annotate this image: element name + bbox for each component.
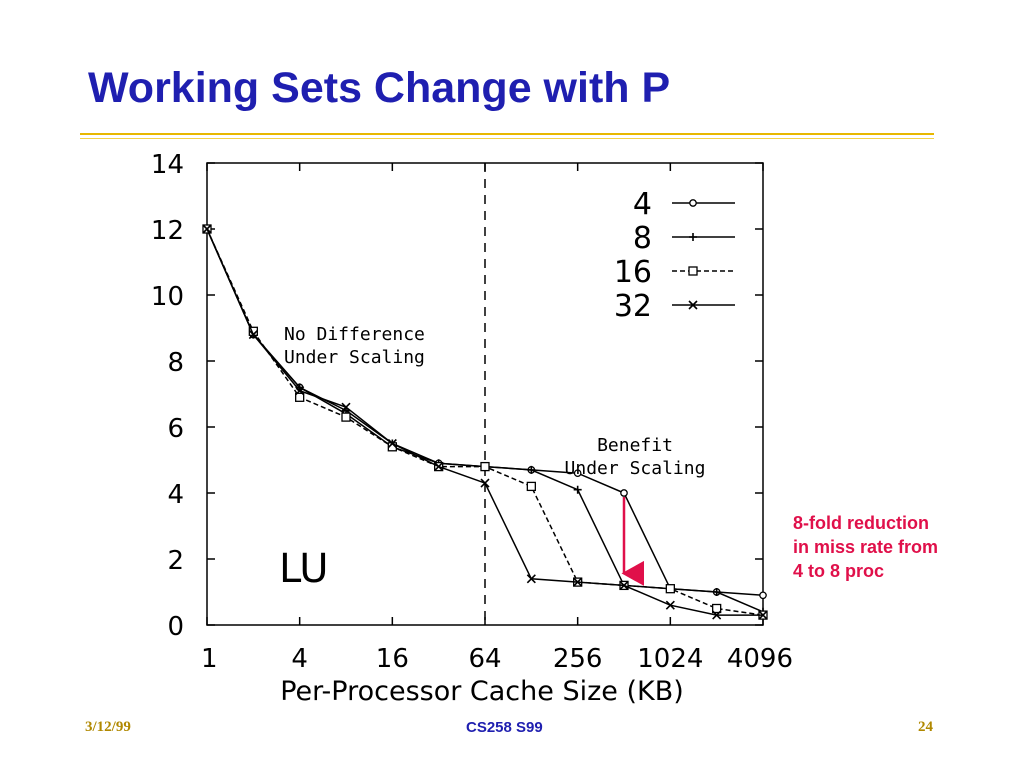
annotation-line-1: 8-fold reduction (793, 513, 929, 533)
data-point-8 (527, 465, 536, 474)
x-axis-label: Per-Processor Cache Size (KB) (280, 676, 684, 707)
note-no-difference-line1: No Difference (284, 324, 425, 345)
title-underline (80, 133, 934, 135)
y-tick-label: 8 (167, 348, 184, 378)
legend-marker-32 (688, 300, 698, 310)
data-point-32 (341, 402, 351, 412)
legend-marker-8 (689, 233, 697, 241)
data-point-4 (573, 469, 582, 478)
title-underline-thin (80, 138, 934, 139)
x-tick-label: 1024 (637, 644, 703, 674)
x-tick-label: 4096 (727, 644, 793, 674)
y-tick-label: 4 (167, 480, 184, 510)
data-point-16 (526, 481, 536, 492)
series-32 (202, 224, 768, 620)
data-point-4 (759, 591, 767, 600)
x-tick-label: 64 (468, 644, 501, 674)
data-point-8 (712, 588, 721, 596)
data-point-32 (526, 574, 536, 584)
x-tick-label: 4 (291, 644, 308, 674)
annotation-line-2: in miss rate from (793, 537, 939, 557)
reduction-annotation: 8-fold reduction in miss rate from 4 to … (793, 511, 938, 583)
data-point-32 (758, 610, 768, 620)
y-tick-label: 10 (151, 282, 184, 312)
slide-title: Working Sets Change with P (88, 64, 671, 112)
x-tick-label: 256 (553, 644, 603, 674)
data-point-32 (665, 600, 675, 610)
legend-marker-4 (689, 199, 697, 207)
data-point-16 (295, 392, 305, 402)
data-point-16 (712, 603, 722, 614)
y-tick-label: 12 (151, 216, 184, 246)
legend-label-32: 32 (614, 289, 652, 324)
data-point-32 (712, 610, 722, 620)
y-tick-label: 6 (167, 414, 184, 444)
data-point-16 (665, 584, 675, 594)
x-tick-label: 16 (376, 644, 409, 674)
data-point-8 (573, 485, 582, 494)
data-point-32 (480, 478, 490, 488)
legend-label-4: 4 (633, 187, 652, 222)
note-benefit-line2: Under Scaling (565, 458, 706, 479)
footer-course: CS258 S99 (466, 719, 543, 736)
data-point-32 (295, 386, 305, 396)
data-point-4 (620, 489, 628, 497)
lu-label: LU (279, 546, 329, 592)
note-no-difference-line2: Under Scaling (284, 347, 425, 368)
x-tick-label: 1 (201, 644, 218, 674)
data-point-32 (434, 462, 444, 472)
data-point-32 (573, 577, 583, 587)
data-point-32 (387, 438, 397, 449)
annotation-line-3: 4 to 8 proc (793, 561, 885, 581)
y-tick-label: 2 (167, 546, 184, 576)
data-point-32 (202, 224, 212, 234)
footer-date: 3/12/99 (85, 719, 131, 735)
data-point-16 (480, 461, 490, 472)
data-point-32 (248, 330, 258, 340)
footer-page-number: 24 (918, 719, 933, 735)
y-tick-label: 14 (151, 150, 184, 180)
note-benefit-line1: Benefit (597, 435, 673, 456)
legend-marker-16 (688, 266, 698, 276)
legend-label-8: 8 (633, 221, 652, 256)
data-point-16 (341, 412, 351, 422)
y-tick-label: 0 (167, 612, 184, 642)
legend-label-16: 16 (614, 255, 652, 290)
